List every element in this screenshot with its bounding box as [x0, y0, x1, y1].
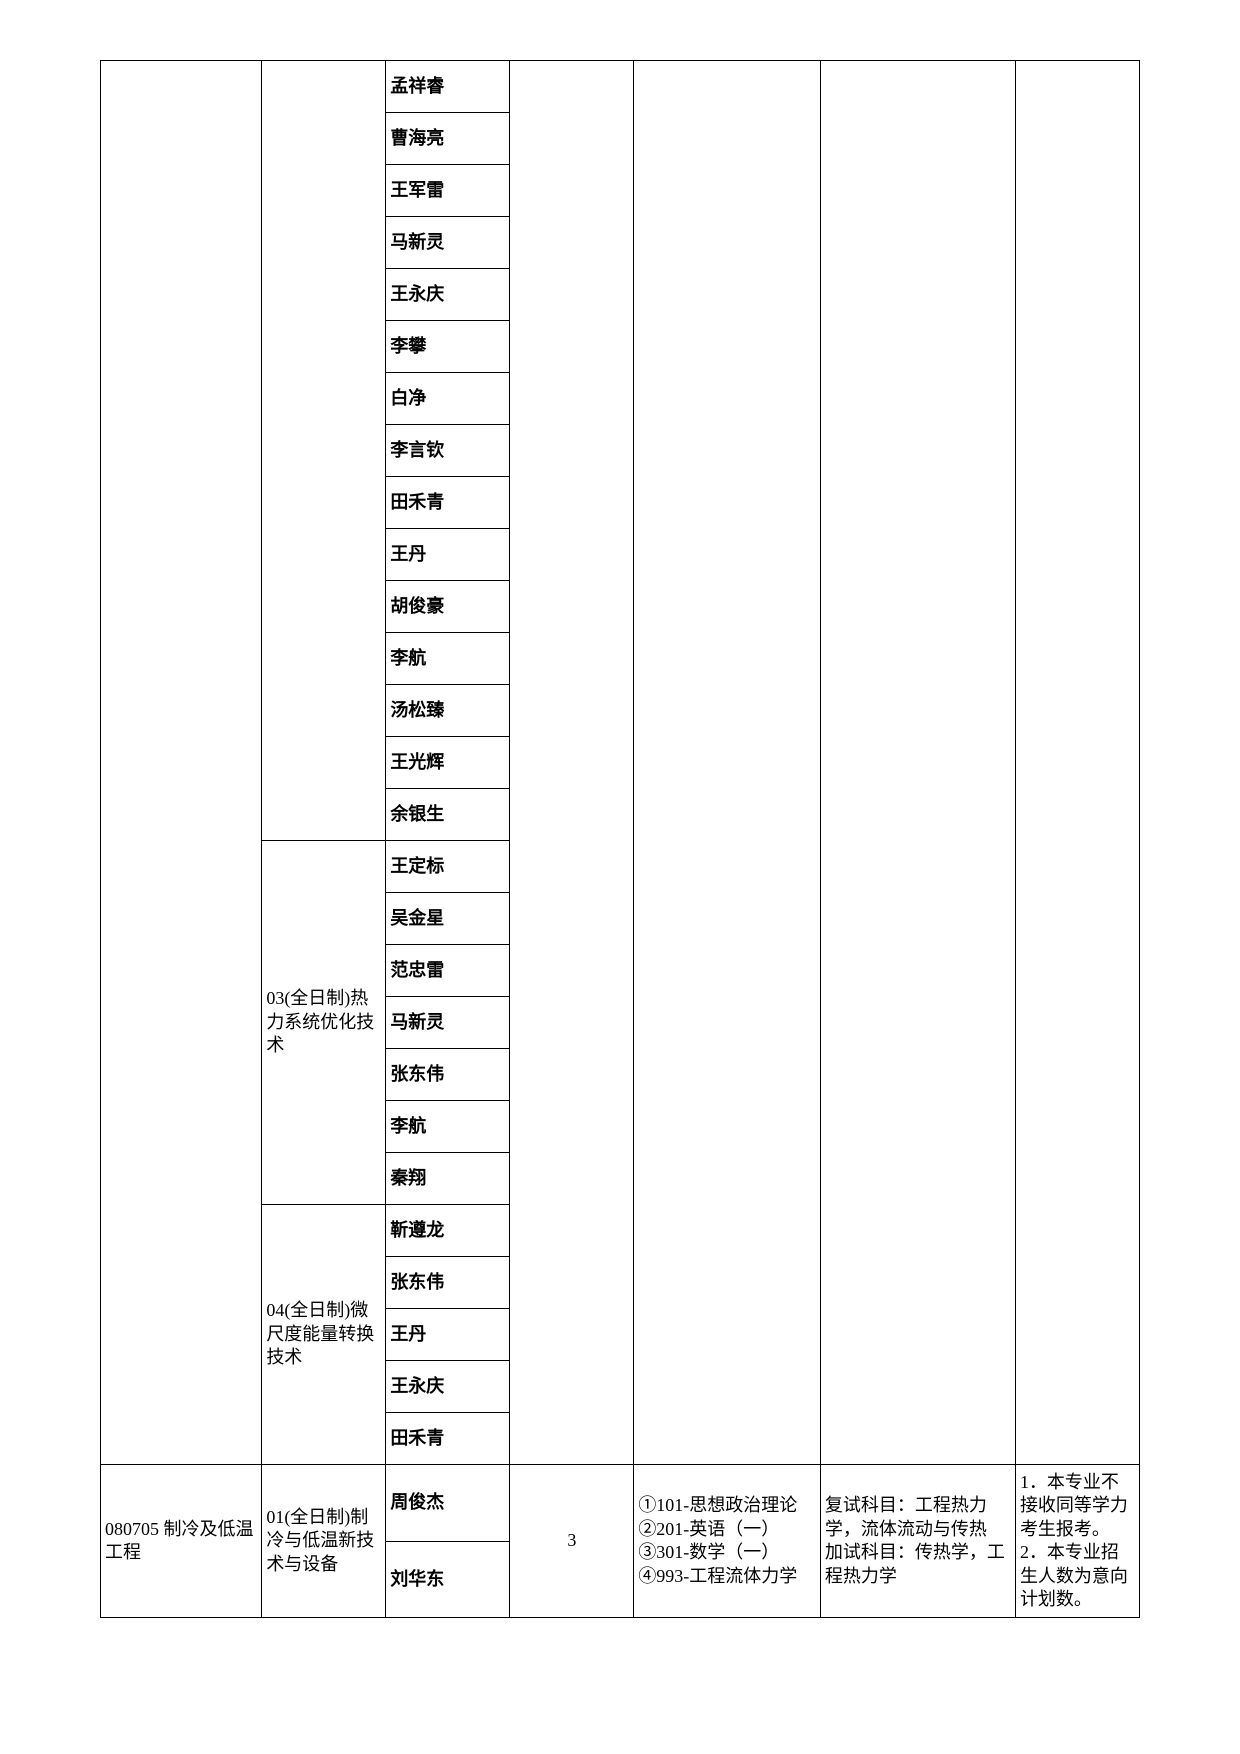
advisor-name-cell: 周俊杰 [386, 1465, 510, 1542]
direction-cell: 03(全日制)热力系统优化技术 [262, 841, 386, 1205]
advisor-name-cell: 李航 [386, 633, 510, 685]
direction-cell: 04(全日制)微尺度能量转换技术 [262, 1205, 386, 1465]
advisor-name-cell: 张东伟 [386, 1049, 510, 1101]
advisor-name-cell: 王丹 [386, 1309, 510, 1361]
quota-cell [510, 61, 634, 1465]
table-row: 080705 制冷及低温工程01(全日制)制冷与低温新技术与设备周俊杰3①101… [101, 1465, 1140, 1542]
exam-subjects-cell [634, 61, 821, 1465]
advisor-name-cell: 田禾青 [386, 1413, 510, 1465]
major-cell [101, 61, 262, 1465]
advisor-name-cell: 王军雷 [386, 165, 510, 217]
advisor-name-cell: 白净 [386, 373, 510, 425]
advisor-name-cell: 余银生 [386, 789, 510, 841]
direction-cell: 01(全日制)制冷与低温新技术与设备 [262, 1465, 386, 1618]
table-row: 孟祥睿 [101, 61, 1140, 113]
advisor-name-cell: 曹海亮 [386, 113, 510, 165]
advisor-name-cell: 秦翔 [386, 1153, 510, 1205]
advisor-name-cell: 范忠雷 [386, 945, 510, 997]
advisor-name-cell: 张东伟 [386, 1257, 510, 1309]
advisor-name-cell: 王永庆 [386, 269, 510, 321]
advisor-name-cell: 李攀 [386, 321, 510, 373]
advisor-name-cell: 田禾青 [386, 477, 510, 529]
advisor-name-cell: 李言钦 [386, 425, 510, 477]
advisor-name-cell: 王永庆 [386, 1361, 510, 1413]
advisor-name-cell: 刘华东 [386, 1541, 510, 1618]
advisor-name-cell: 马新灵 [386, 217, 510, 269]
exam-subjects-cell: ①101-思想政治理论 ②201-英语（一） ③301-数学（一） ④993-工… [634, 1465, 821, 1618]
advisor-name-cell: 王光辉 [386, 737, 510, 789]
advisor-name-cell: 李航 [386, 1101, 510, 1153]
remarks-cell [1015, 61, 1139, 1465]
direction-cell [262, 61, 386, 841]
reexam-cell [820, 61, 1015, 1465]
advisor-name-cell: 靳遵龙 [386, 1205, 510, 1257]
reexam-cell: 复试科目：工程热力学，流体流动与传热 加试科目：传热学，工程热力学 [820, 1465, 1015, 1618]
advisor-name-cell: 王丹 [386, 529, 510, 581]
advisor-name-cell: 胡俊豪 [386, 581, 510, 633]
major-cell: 080705 制冷及低温工程 [101, 1465, 262, 1618]
catalog-table: 孟祥睿曹海亮王军雷马新灵王永庆李攀白净李言钦田禾青王丹胡俊豪李航汤松臻王光辉余银… [100, 60, 1140, 1618]
advisor-name-cell: 王定标 [386, 841, 510, 893]
advisor-name-cell: 吴金星 [386, 893, 510, 945]
quota-cell: 3 [510, 1465, 634, 1618]
remarks-cell: 1．本专业不接收同等学力考生报考。 2．本专业招生人数为意向计划数。 [1015, 1465, 1139, 1618]
advisor-name-cell: 汤松臻 [386, 685, 510, 737]
advisor-name-cell: 孟祥睿 [386, 61, 510, 113]
advisor-name-cell: 马新灵 [386, 997, 510, 1049]
